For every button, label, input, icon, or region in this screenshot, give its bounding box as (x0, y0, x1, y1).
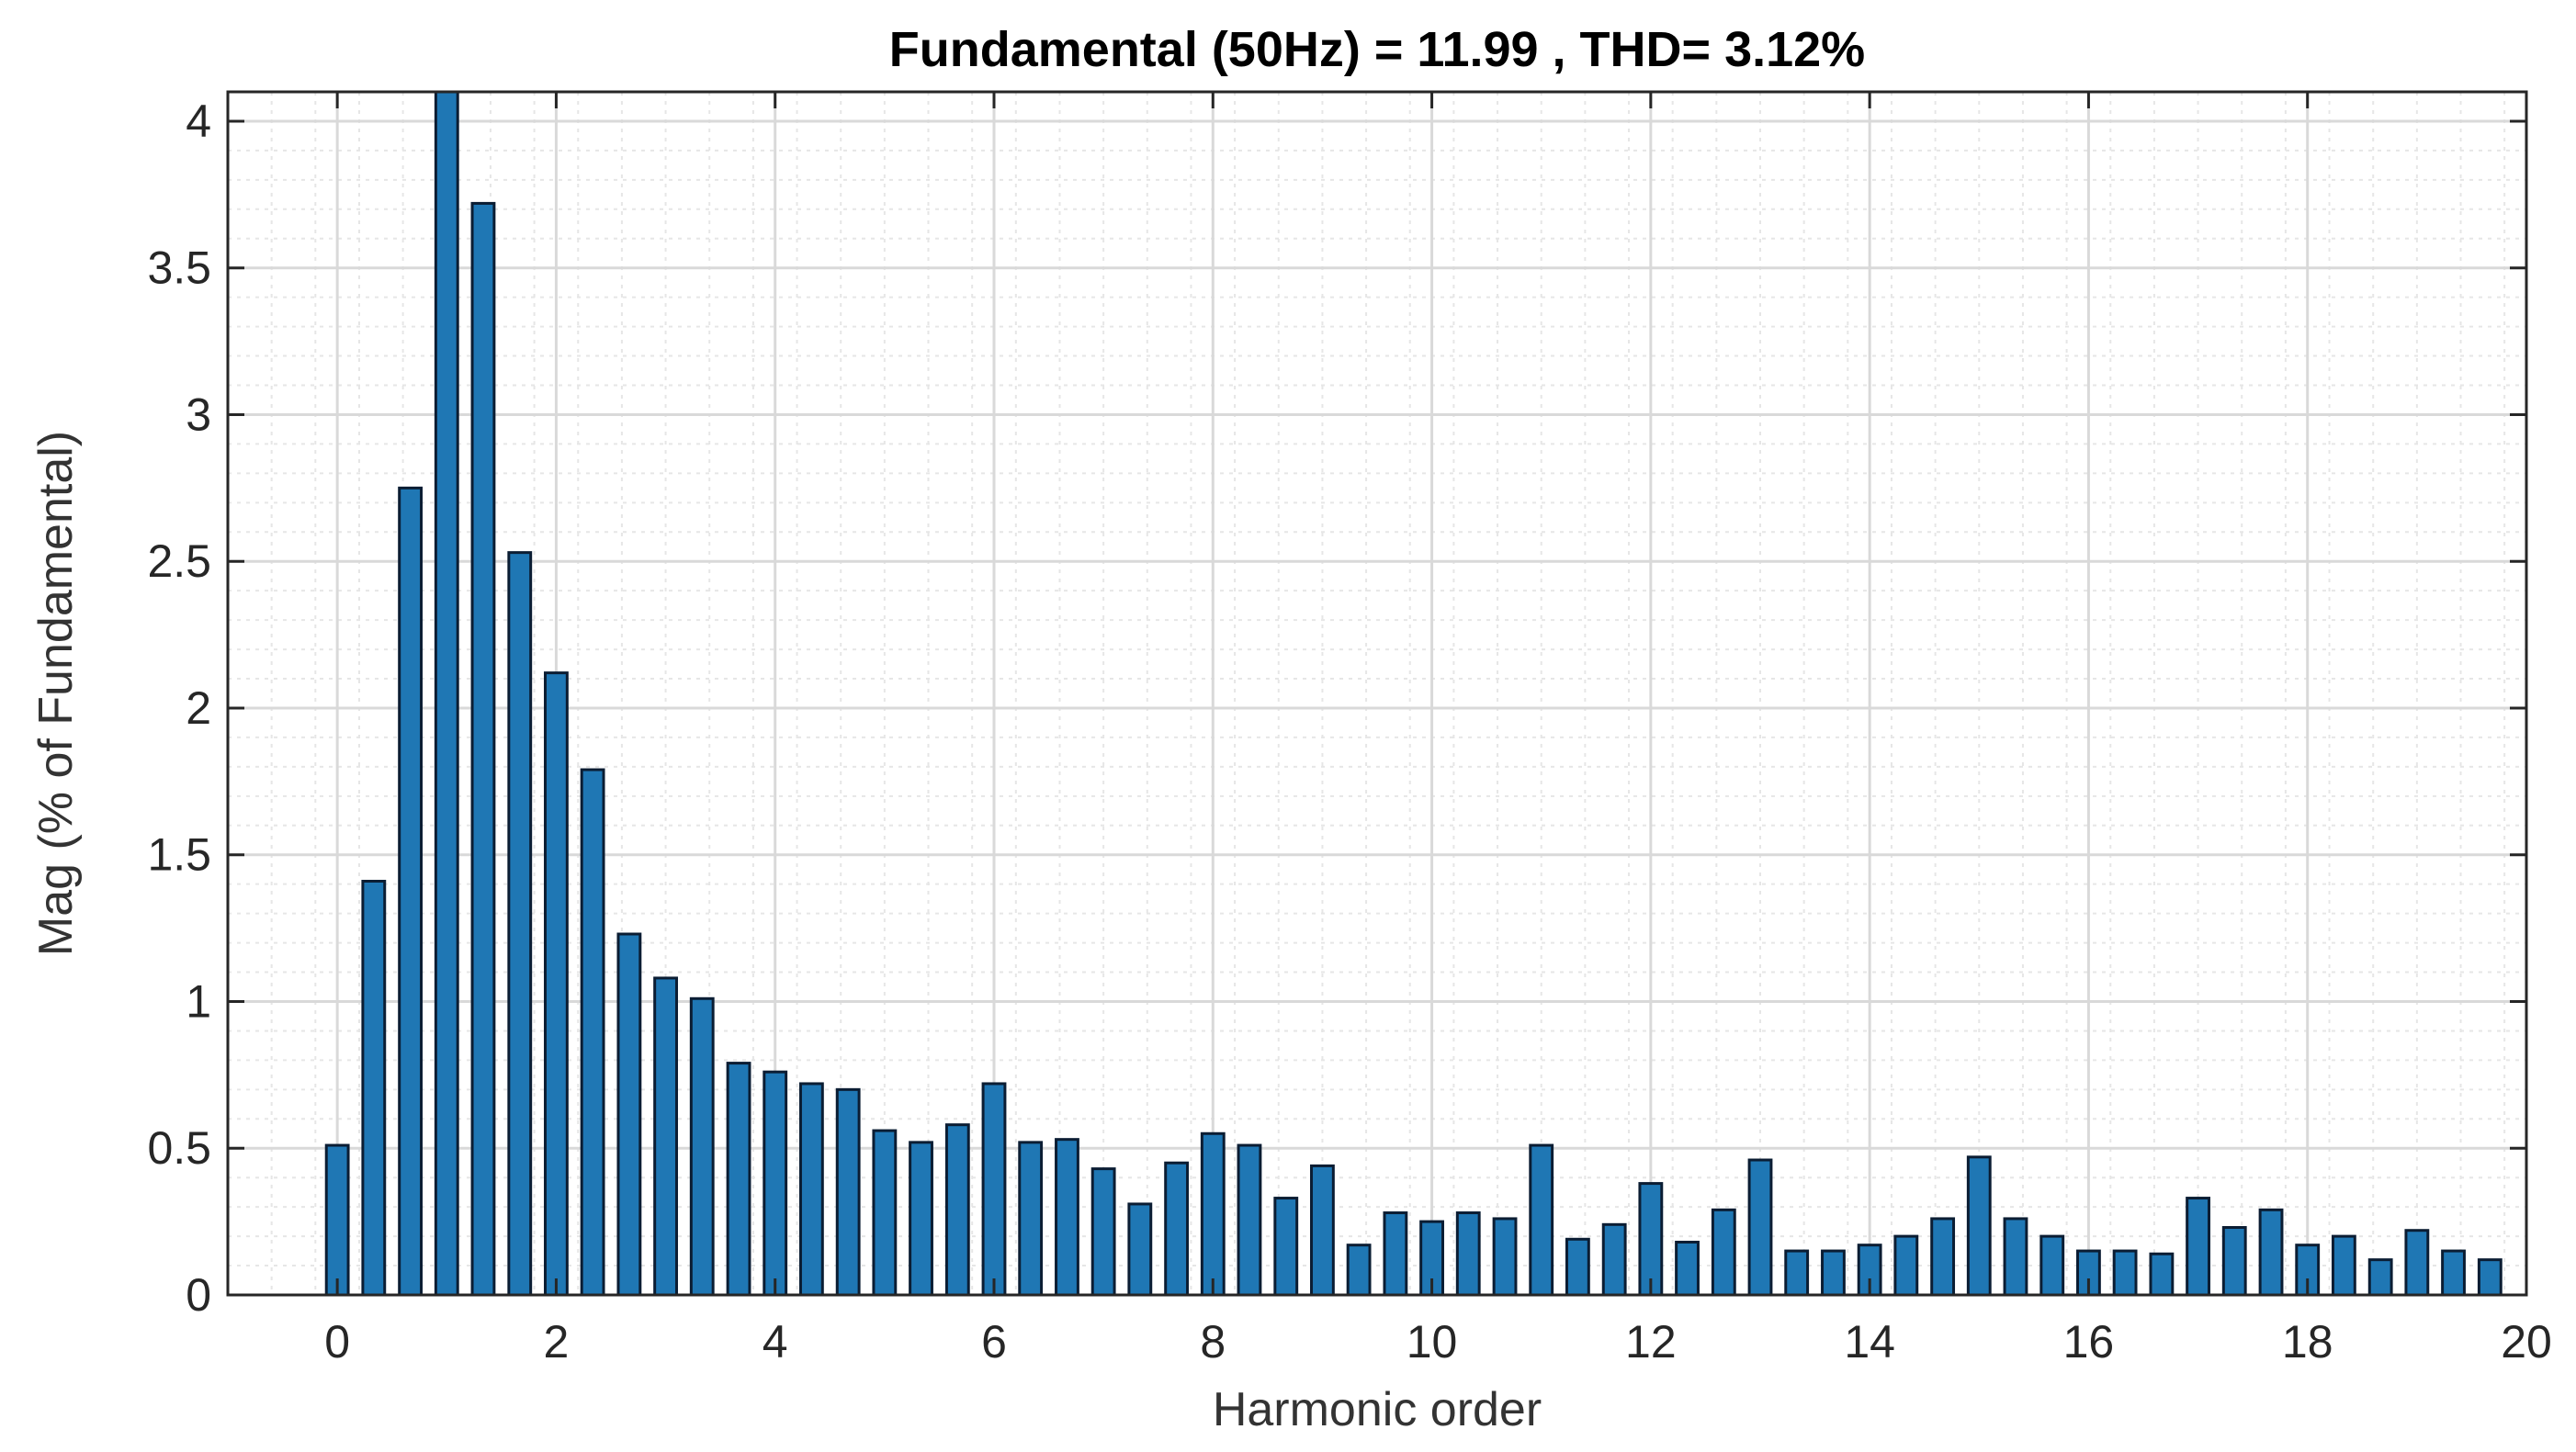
y-tick-label: 1.5 (147, 829, 211, 881)
bar (1638, 1182, 1664, 1297)
bar (2039, 1234, 2065, 1297)
bar (835, 1087, 861, 1297)
x-tick-label: 14 (1844, 1316, 1895, 1368)
bar (1821, 1249, 1846, 1297)
bar (689, 996, 715, 1297)
bar (1747, 1158, 1773, 1297)
bar (2441, 1249, 2466, 1297)
bar (1164, 1161, 1190, 1297)
x-tick-label: 16 (2063, 1316, 2115, 1368)
bar (1893, 1234, 1919, 1297)
x-tick-labels: 0 2 4 6 8 10 12 14 16 18 20 (324, 1316, 2552, 1368)
x-tick-label: 18 (2282, 1316, 2333, 1368)
bar (434, 90, 459, 1297)
x-tick-label: 6 (981, 1316, 1007, 1368)
bar (2149, 1252, 2175, 1297)
x-tick-label: 8 (1200, 1316, 1226, 1368)
bar (1675, 1240, 1700, 1297)
x-tick-label: 10 (1407, 1316, 1458, 1368)
bar (1127, 1202, 1153, 1297)
bar (398, 486, 424, 1297)
bar (1455, 1211, 1481, 1297)
bar (1090, 1167, 1116, 1297)
bar (2331, 1234, 2356, 1297)
bars-group (324, 90, 2503, 1297)
bar (2221, 1226, 2247, 1297)
bar (1055, 1138, 1079, 1297)
bar (1237, 1143, 1262, 1297)
bar (726, 1062, 751, 1297)
bar (1565, 1237, 1590, 1297)
tick-marks (228, 92, 2528, 1297)
x-tick-label: 2 (544, 1316, 570, 1368)
bar (470, 201, 496, 1297)
y-axis-label: Mag (% of Fundamental) (29, 431, 83, 956)
bar (2404, 1229, 2430, 1297)
bar (1200, 1131, 1226, 1297)
bar (1383, 1211, 1408, 1297)
x-tick-label: 0 (324, 1316, 350, 1368)
y-tick-label: 3 (186, 388, 211, 440)
x-tick-label: 20 (2501, 1316, 2552, 1368)
bar (1346, 1244, 1372, 1297)
bar (2003, 1217, 2028, 1297)
bar (1601, 1222, 1627, 1297)
y-tick-label: 0.5 (147, 1122, 211, 1174)
y-tick-label: 2.5 (147, 535, 211, 587)
bar (1529, 1143, 1554, 1297)
bar (653, 976, 678, 1297)
bar (1492, 1217, 1518, 1297)
bar (507, 551, 533, 1297)
plot-area (228, 92, 2526, 1295)
plot-frame (226, 90, 2528, 1297)
bar (1018, 1141, 1044, 1297)
bar (944, 1123, 970, 1297)
x-axis-label: Harmonic order (1213, 1383, 1542, 1436)
bar (2258, 1208, 2284, 1297)
y-tick-labels: 0 0.5 1 1.5 2 2.5 3 3.5 4 (147, 96, 211, 1321)
bar (1930, 1217, 1956, 1297)
y-tick-label: 1 (186, 975, 211, 1027)
bar (2367, 1258, 2393, 1297)
bar (1711, 1208, 1736, 1297)
y-tick-label: 2 (186, 682, 211, 734)
bar (2112, 1249, 2138, 1297)
x-tick-label: 4 (763, 1316, 788, 1368)
bar (763, 1070, 788, 1297)
y-tick-label: 3.5 (147, 242, 211, 294)
bar (544, 671, 569, 1297)
bar (2186, 1197, 2210, 1297)
chart-title: Fundamental (50Hz) = 11.99 , THD= 3.12% (889, 22, 1865, 77)
bar (580, 768, 605, 1297)
bar (1273, 1197, 1299, 1297)
bar (324, 1143, 350, 1297)
bar (361, 879, 387, 1297)
bar (909, 1141, 933, 1297)
y-tick-label: 4 (186, 96, 211, 147)
x-tick-label: 12 (1625, 1316, 1677, 1368)
bar (616, 932, 642, 1297)
y-tick-label: 0 (186, 1269, 211, 1321)
bar (872, 1129, 898, 1297)
bar (1966, 1155, 1992, 1297)
bar (981, 1082, 1007, 1297)
bar (798, 1082, 824, 1297)
bar (1310, 1164, 1335, 1297)
bar (2477, 1258, 2503, 1297)
bar (1784, 1249, 1810, 1297)
